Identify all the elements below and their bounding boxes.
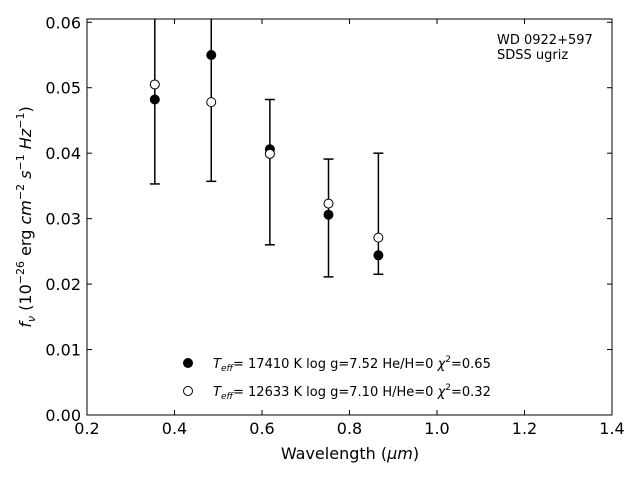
- legend-label-model-2: Teff= 12633 K log g=7.10 H/He=0 χ2=0.32: [213, 383, 491, 402]
- plot-area: [86, 18, 613, 416]
- y-tick-label: 0.06: [45, 13, 81, 32]
- y-axis: 0.00 0.01 0.02 0.03 0.04 0.05 0.06: [45, 13, 612, 425]
- x-tick-label: 1.4: [599, 419, 624, 438]
- y-tick-label: 0.03: [45, 210, 81, 229]
- annotation-survey: SDSS ugriz: [497, 48, 568, 63]
- x-tick-label: 0.4: [162, 419, 187, 438]
- legend: Teff= 17410 K log g=7.52 He/H=0 χ2=0.65 …: [183, 355, 491, 402]
- y-tick-label: 0.04: [45, 144, 81, 163]
- model-point-open: [373, 232, 384, 243]
- model-point-filled: [323, 209, 334, 220]
- y-tick-label: 0.05: [45, 79, 81, 98]
- y-tick-label: 0.02: [45, 275, 81, 294]
- y-tick-label: 0.01: [45, 341, 81, 360]
- x-tick-label: 0.6: [249, 419, 274, 438]
- x-axis: 0.2 0.4 0.6 0.8 1.0 1.2 1.4: [74, 19, 625, 438]
- x-tick-label: 0.8: [337, 419, 362, 438]
- model-point-open: [323, 198, 334, 209]
- legend-marker-open: [183, 386, 193, 396]
- model-point-filled: [373, 250, 384, 261]
- legend-marker-filled: [183, 358, 193, 368]
- legend-label-model-1: Teff= 17410 K log g=7.52 He/H=0 χ2=0.65: [213, 355, 491, 374]
- model-point-open: [149, 79, 160, 90]
- model-point-open: [264, 148, 275, 159]
- data-points: [149, 50, 384, 261]
- model-point-filled: [149, 94, 160, 105]
- x-tick-label: 0.2: [74, 419, 99, 438]
- x-tick-label: 1.2: [512, 419, 537, 438]
- x-axis-label: Wavelength (μm): [281, 444, 419, 463]
- model-point-filled: [206, 50, 217, 60]
- y-tick-label: 0.00: [45, 406, 81, 425]
- model-point-open: [206, 97, 217, 108]
- x-tick-label: 1.0: [424, 419, 449, 438]
- annotation-object-name: WD 0922+597: [497, 33, 593, 48]
- y-axis-label: fν (10−26 erg cm−2 s−1 Hz−1): [14, 106, 38, 327]
